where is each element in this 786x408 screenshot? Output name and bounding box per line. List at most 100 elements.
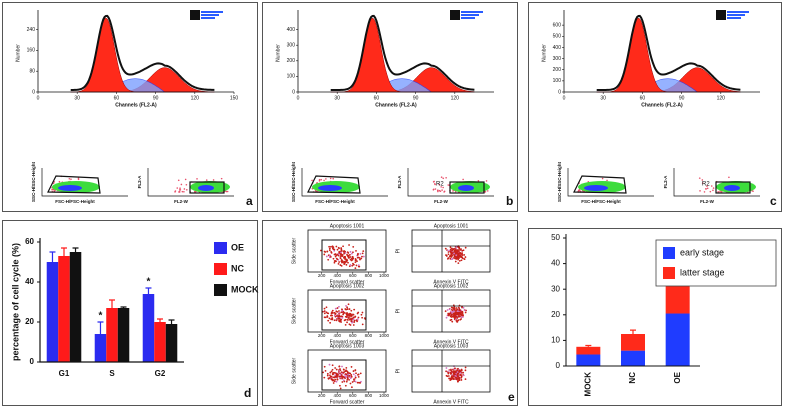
error-bar <box>120 306 127 308</box>
event-dot <box>434 183 436 185</box>
event-dot <box>340 264 343 267</box>
event-dot <box>464 256 467 258</box>
event-dot <box>320 178 323 181</box>
event-dot <box>449 315 452 318</box>
event-dot <box>343 257 346 259</box>
event-dot <box>341 372 344 375</box>
error-bar <box>61 247 67 256</box>
event-dot <box>345 369 347 372</box>
plot-title: Apoptosis 1001 <box>330 223 365 229</box>
event-dot <box>326 374 329 377</box>
x-tick-label: 0 <box>563 95 566 101</box>
event-dot <box>322 371 325 374</box>
event-dot <box>346 377 349 380</box>
event-dot <box>356 260 358 263</box>
x-axis-label: Channels (FL2-A) <box>115 102 157 108</box>
event-dot <box>354 267 357 270</box>
scatter-axes <box>41 168 128 197</box>
event-dot <box>336 248 339 251</box>
event-dot <box>333 319 336 322</box>
x-tick-label: 30 <box>334 95 340 101</box>
event-dot <box>330 312 333 315</box>
event-dot <box>357 376 360 378</box>
event-dot <box>331 379 334 382</box>
event-dot <box>350 313 353 316</box>
event-core <box>724 185 740 191</box>
x-axis-label: Channels (FL2-A) <box>641 102 683 108</box>
scatter-x-label: FL2-W <box>174 199 188 204</box>
event-dot <box>460 369 463 372</box>
event-dot <box>353 378 355 381</box>
event-dot <box>344 373 347 375</box>
event-dot <box>346 379 349 381</box>
event-dot <box>356 256 359 259</box>
event-dot <box>477 179 480 182</box>
event-dot <box>457 380 459 382</box>
event-dot <box>450 308 453 311</box>
gate <box>47 175 101 194</box>
event-dot <box>362 250 365 253</box>
event-dot <box>338 376 341 379</box>
gate <box>189 181 225 194</box>
y-tick-label: 0 <box>32 89 35 95</box>
event-dot <box>458 312 461 315</box>
event-dot <box>346 254 349 257</box>
event-dot <box>436 189 439 192</box>
event-dot <box>728 176 730 179</box>
event-dot <box>357 264 360 267</box>
event-dot <box>460 259 463 262</box>
event-dot <box>340 321 343 323</box>
y-tick-label: 240 <box>27 27 36 33</box>
event-dot <box>450 252 452 254</box>
y-tick-label: 200 <box>553 67 562 73</box>
event-dot <box>335 245 338 248</box>
event-dot <box>345 380 348 383</box>
event-dot <box>452 307 455 310</box>
y-tick-label: 300 <box>553 56 562 62</box>
event-dot <box>334 374 337 376</box>
x-axis-label: Channels (FL2-A) <box>375 102 417 108</box>
event-dot <box>345 312 348 315</box>
event-dot <box>349 256 352 258</box>
event-dot <box>454 316 457 319</box>
y-tick-label: 0 <box>30 357 35 366</box>
event-dot <box>361 311 364 314</box>
event-dot <box>354 375 357 377</box>
scatter-y-label: FL2-A <box>663 175 668 188</box>
event-dot <box>177 179 180 182</box>
event-dot <box>184 178 187 181</box>
event-dot <box>455 254 458 257</box>
event-dot <box>450 318 453 321</box>
plot-frame <box>307 229 387 273</box>
event-dot <box>327 319 330 322</box>
event-dot <box>361 323 364 326</box>
event-dot <box>220 177 223 180</box>
event-dot <box>462 314 464 317</box>
event-dot <box>183 190 185 193</box>
event-dot <box>347 303 350 306</box>
event-dot <box>359 258 361 261</box>
event-dot <box>340 311 343 314</box>
bar <box>94 334 107 362</box>
event-dot <box>332 376 335 379</box>
event-dot <box>578 189 580 192</box>
x-axis-label: Annexin V FITC <box>433 279 469 285</box>
event-dot <box>450 378 453 381</box>
event-dot <box>451 247 453 250</box>
gate <box>573 175 627 194</box>
legend-icon-bar <box>727 11 749 13</box>
bar <box>69 252 82 362</box>
event-dot <box>344 384 347 387</box>
error-bar <box>109 299 115 308</box>
event-dot <box>464 369 467 372</box>
event-dot <box>350 257 353 260</box>
event-dot <box>345 304 347 307</box>
legend-label: OE <box>231 242 244 252</box>
event-dot <box>339 368 341 370</box>
y-tick-label: 200 <box>287 58 296 64</box>
plot-title: Apoptosis 1003 <box>434 343 469 349</box>
y-tick-label: 40 <box>25 277 34 286</box>
event-dot <box>325 311 328 314</box>
event-dot <box>449 310 452 313</box>
